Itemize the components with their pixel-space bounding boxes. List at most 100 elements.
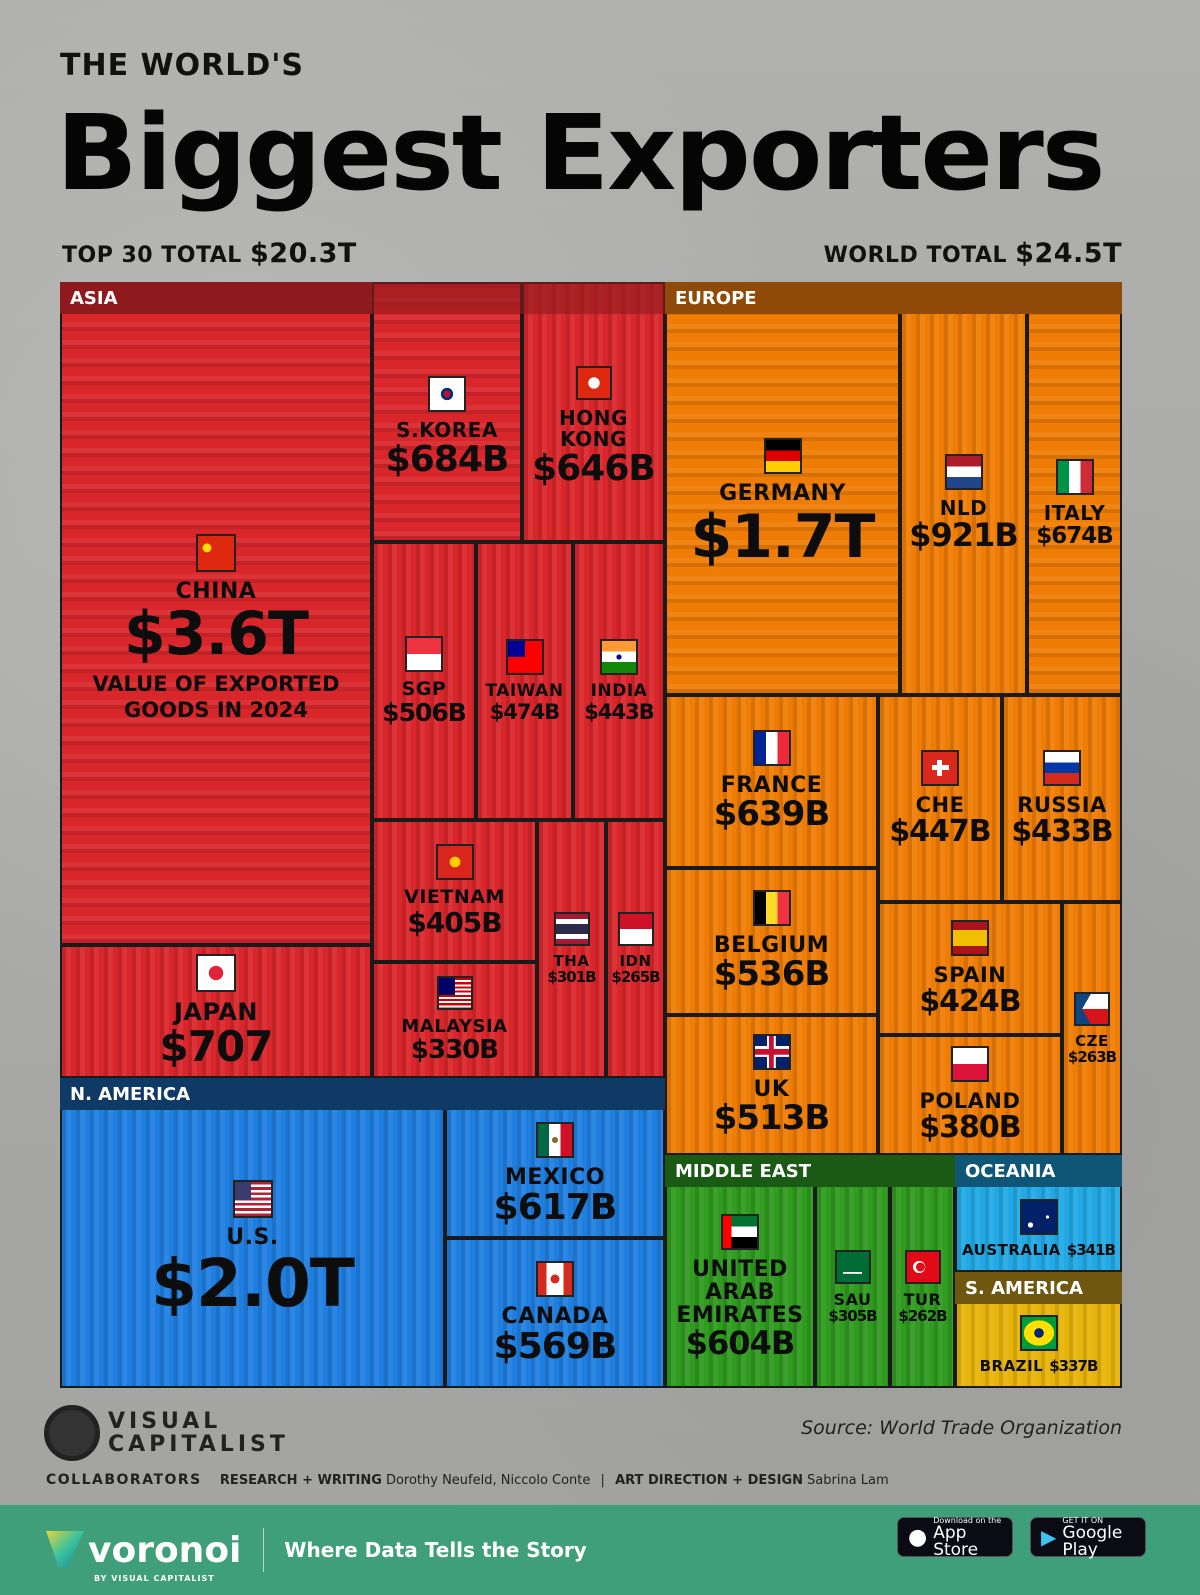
export-value: $265B bbox=[611, 968, 660, 986]
treemap-cell-hong-kong: HONG KONG $646B bbox=[522, 282, 665, 542]
treemap-cell-japan: JAPAN $707 bbox=[60, 945, 372, 1078]
country-name: TAIWAN bbox=[485, 681, 564, 702]
india-flag-icon bbox=[600, 639, 638, 676]
world-total: WORLD TOTAL $24.5T bbox=[824, 238, 1122, 269]
footer-divider bbox=[263, 1528, 265, 1572]
vietnam-flag-icon bbox=[435, 844, 474, 881]
taiwan-flag-icon bbox=[505, 639, 544, 676]
design-names: Sabrina Lam bbox=[807, 1473, 889, 1488]
export-value: $433B bbox=[1011, 813, 1113, 849]
czechia-flag-icon bbox=[1074, 991, 1110, 1026]
export-value: $263B bbox=[1067, 1047, 1117, 1066]
chart-subtitle: VALUE OF EXPORTED GOODS IN 2024 bbox=[92, 672, 340, 722]
country-name: U.S. bbox=[226, 1224, 279, 1250]
export-value: $921B bbox=[909, 516, 1018, 555]
export-value: $380B bbox=[919, 1110, 1021, 1146]
treemap-cell-tha: THA $301B bbox=[537, 820, 606, 1078]
region-header-n-america: N. AMERICA bbox=[60, 1078, 665, 1110]
country-name: UK bbox=[753, 1076, 790, 1102]
google-play-button[interactable]: ▶ GET IT ON Google Play bbox=[1030, 1515, 1146, 1558]
treemap-cell-china: CHINA $3.6T VALUE OF EXPORTED GOODS IN 202… bbox=[60, 282, 372, 945]
country-name: SPAIN bbox=[933, 962, 1007, 987]
app-store-button[interactable]: ● Download on the App Store bbox=[897, 1516, 1013, 1558]
country-name: S.KOREA bbox=[396, 417, 498, 442]
treemap-cell-italy: ITALY $674B bbox=[1027, 282, 1122, 695]
treemap-cell-cze: CZE $263B bbox=[1062, 902, 1122, 1155]
page-title: Biggest Exporters bbox=[56, 92, 1105, 214]
brand-line1: VISUAL bbox=[108, 1408, 222, 1434]
top30-value: $20.3T bbox=[250, 238, 357, 269]
export-value: $513B bbox=[713, 1097, 831, 1138]
label-row: BRAZIL $337B bbox=[979, 1357, 1099, 1376]
treemap-cell-sgp: SGP $506B bbox=[372, 542, 476, 820]
voronoi-wordmark: voronoi bbox=[88, 1529, 242, 1571]
treemap-cell-spain: SPAIN $424B bbox=[878, 902, 1062, 1035]
switzerland-flag-icon bbox=[921, 749, 959, 786]
top30-total: TOP 30 TOTAL $20.3T bbox=[62, 238, 357, 269]
country-name: BELGIUM bbox=[713, 933, 830, 959]
country-name: BRAZIL bbox=[979, 1357, 1044, 1376]
poland-flag-icon bbox=[951, 1046, 989, 1083]
export-value: $684B bbox=[385, 438, 510, 480]
country-name: SAU bbox=[833, 1290, 872, 1310]
country-name: MALAYSIA bbox=[401, 1015, 508, 1037]
country-name: CHE bbox=[915, 792, 965, 817]
export-value: $2.0T bbox=[151, 1244, 355, 1322]
export-value: $3.6T bbox=[124, 599, 309, 670]
export-value: $330B bbox=[410, 1034, 499, 1065]
japan-flag-icon bbox=[196, 953, 236, 992]
supertitle: THE WORLD'S bbox=[60, 48, 305, 83]
netherlands-flag-icon bbox=[944, 454, 983, 491]
world-value: $24.5T bbox=[1015, 238, 1122, 269]
country-name: IDN bbox=[619, 952, 652, 971]
region-header-europe: EUROPE bbox=[665, 282, 1122, 314]
uae-flag-icon bbox=[721, 1214, 759, 1251]
country-name: POLAND bbox=[919, 1089, 1021, 1114]
voronoi-logo[interactable]: voronoi bbox=[46, 1530, 241, 1571]
usa-flag-icon bbox=[232, 1179, 273, 1218]
country-name: RUSSIA bbox=[1017, 792, 1107, 817]
treemap-cell-tur: TUR $262B bbox=[890, 1155, 955, 1388]
country-name: VIETNAM bbox=[404, 886, 505, 909]
hong-kong-flag-icon bbox=[575, 366, 612, 401]
country-name: AUSTRALIA bbox=[962, 1240, 1061, 1259]
treemap-cell-taiwan: TAIWAN $474B bbox=[476, 542, 573, 820]
export-value: $305B bbox=[828, 1307, 877, 1326]
thailand-flag-icon bbox=[553, 912, 590, 947]
country-name: SGP bbox=[401, 677, 447, 700]
country-name: FRANCE bbox=[720, 773, 823, 799]
export-value: $443B bbox=[584, 699, 654, 724]
label-row: AUSTRALIA $341B bbox=[962, 1240, 1116, 1259]
france-flag-icon bbox=[752, 730, 791, 767]
treemap-cell-sau: SAU $305B bbox=[815, 1155, 890, 1388]
export-value: $617B bbox=[493, 1186, 618, 1228]
treemap-cell-india: INDIA $443B bbox=[573, 542, 665, 820]
belgium-flag-icon bbox=[752, 890, 791, 927]
export-value: $646B bbox=[532, 448, 656, 490]
spain-flag-icon bbox=[951, 919, 989, 956]
indonesia-flag-icon bbox=[617, 912, 654, 947]
treemap-cell-idn: IDN $265B bbox=[606, 820, 665, 1078]
source-note: Source: World Trade Organization bbox=[801, 1417, 1122, 1439]
russia-flag-icon bbox=[1043, 749, 1081, 786]
export-value: $536B bbox=[713, 954, 831, 995]
research-names: Dorothy Neufeld, Niccolo Conte bbox=[385, 1473, 591, 1488]
visual-capitalist-logo: VISUAL CAPITALIST bbox=[44, 1405, 289, 1461]
country-name: GERMANY bbox=[719, 481, 846, 507]
canada-flag-icon bbox=[536, 1260, 574, 1297]
export-value: $674B bbox=[1036, 522, 1114, 549]
treemap-cell-france: FRANCE $639B bbox=[665, 695, 878, 868]
export-value: $262B bbox=[898, 1307, 947, 1326]
germany-flag-icon bbox=[763, 438, 802, 475]
export-value: $1.7T bbox=[690, 501, 876, 572]
country-name: HONG KONG bbox=[559, 406, 628, 452]
uk-flag-icon bbox=[752, 1033, 791, 1070]
google-play-small: GET IT ON bbox=[1062, 1515, 1104, 1525]
treemap-cell-u-s: U.S. $2.0T bbox=[60, 1078, 445, 1388]
export-value: $301B bbox=[547, 968, 596, 986]
saudi-arabia-flag-icon bbox=[834, 1250, 871, 1285]
country-name: CANADA bbox=[501, 1303, 609, 1329]
treemap-cell-uk: UK $513B bbox=[665, 1015, 878, 1155]
export-value: $424B bbox=[919, 983, 1021, 1019]
region-header-oceania: OCEANIA bbox=[955, 1155, 1122, 1187]
